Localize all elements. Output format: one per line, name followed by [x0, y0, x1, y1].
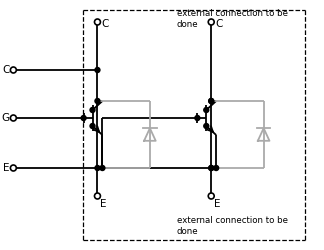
Circle shape [95, 68, 100, 72]
Circle shape [95, 166, 100, 170]
Circle shape [95, 19, 100, 25]
Text: external connection to be
done: external connection to be done [177, 216, 288, 236]
Text: C: C [215, 19, 223, 29]
Circle shape [95, 98, 100, 103]
Circle shape [209, 98, 214, 103]
Circle shape [90, 108, 95, 112]
Text: E: E [214, 199, 221, 209]
Text: C: C [2, 65, 9, 75]
Text: G: G [1, 113, 9, 123]
Circle shape [208, 193, 214, 199]
Circle shape [209, 166, 214, 170]
Circle shape [214, 166, 219, 170]
Circle shape [90, 124, 95, 128]
Circle shape [204, 124, 209, 128]
Text: C: C [101, 19, 109, 29]
Circle shape [204, 108, 209, 112]
Circle shape [95, 193, 100, 199]
Circle shape [209, 98, 214, 103]
Text: E: E [3, 163, 9, 173]
Circle shape [81, 116, 86, 120]
Circle shape [10, 67, 16, 73]
Circle shape [208, 19, 214, 25]
Circle shape [100, 166, 105, 170]
Circle shape [209, 166, 214, 170]
Text: E: E [100, 199, 107, 209]
Text: external connection to be
done: external connection to be done [177, 9, 288, 29]
Circle shape [10, 115, 16, 121]
Circle shape [10, 165, 16, 171]
Circle shape [195, 116, 200, 120]
